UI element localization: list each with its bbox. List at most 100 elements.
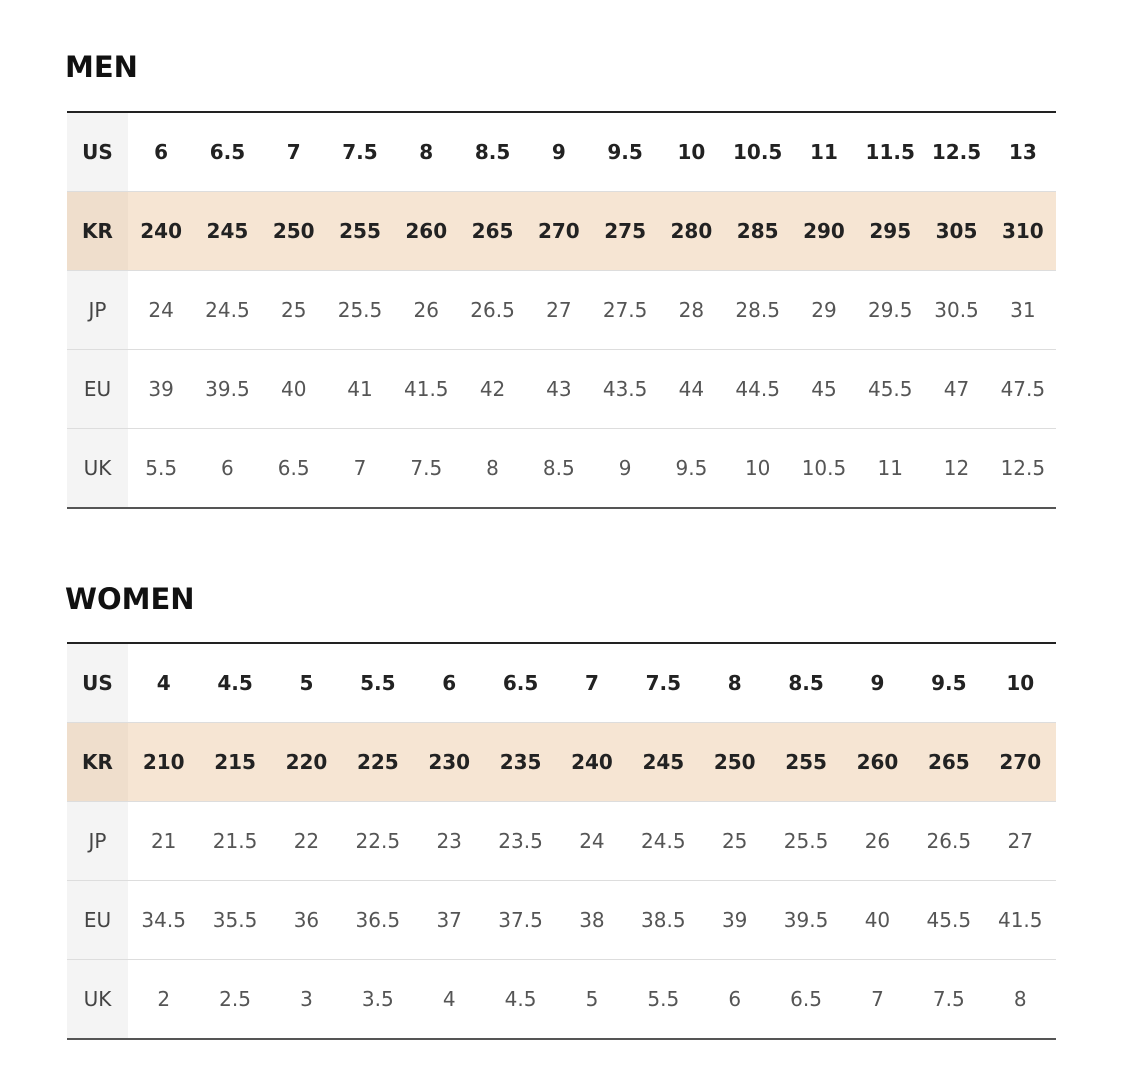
size-cell: 7.5	[627, 643, 699, 723]
size-cell: 270	[984, 722, 1056, 802]
size-cell: 25	[699, 801, 771, 881]
size-cell: 41	[326, 349, 394, 429]
size-cell: 265	[913, 722, 985, 802]
size-cell: 31	[989, 270, 1056, 350]
size-row-kr: KR 210 215 220 225 230 235 240 245 250 255 260 265 27…	[67, 722, 1056, 802]
size-cell: 8	[984, 959, 1056, 1040]
size-cell: 24.5	[194, 270, 261, 350]
size-cell: 38.5	[627, 880, 699, 960]
size-cell: 7	[556, 643, 628, 723]
size-cell: 6.5	[260, 428, 327, 509]
size-cell: 9	[591, 428, 659, 509]
size-cell: 245	[194, 191, 261, 271]
size-row-eu: EU 34.5 35.5 36 36.5 37 37.5 38 38.5 39 39.5 40 45.5…	[67, 880, 1056, 960]
size-cell: 23	[413, 801, 485, 881]
size-cell: 22.5	[342, 801, 414, 881]
size-cell: 21	[128, 801, 200, 881]
size-cell: 9	[525, 112, 592, 192]
size-cell: 4	[413, 959, 485, 1040]
size-cell: 24	[556, 801, 628, 881]
size-cell: 10.5	[790, 428, 858, 509]
size-cell: 2	[128, 959, 200, 1040]
size-row-kr: KR 240 245 250 255 260 265 270 275 280 285 290 295 30…	[67, 191, 1056, 271]
size-cell: 45	[790, 349, 858, 429]
size-cell: 27	[984, 801, 1056, 881]
women-size-table: US 4 4.5 5 5.5 6 6.5 7 7.5 8 8.5 9 9.5 10 KR 210 215 220 2…	[67, 642, 1056, 1040]
size-row-jp: JP 21 21.5 22 22.5 23 23.5 24 24.5 25 25.5 26 26.5 27	[67, 801, 1056, 881]
size-cell: 260	[841, 722, 914, 802]
size-cell: 26.5	[913, 801, 985, 881]
size-cell: 270	[525, 191, 592, 271]
size-cell: 45.5	[857, 349, 924, 429]
size-cell: 290	[790, 191, 858, 271]
size-cell: 13	[989, 112, 1056, 192]
size-cell: 29	[790, 270, 858, 350]
size-cell: 37	[413, 880, 485, 960]
size-cell: 21.5	[199, 801, 271, 881]
size-cell: 210	[128, 722, 200, 802]
row-label: US	[67, 112, 128, 192]
size-cell: 23.5	[484, 801, 557, 881]
size-cell: 4	[128, 643, 200, 723]
size-cell: 7.5	[393, 428, 460, 509]
size-cell: 27	[525, 270, 592, 350]
size-cell: 11	[790, 112, 858, 192]
size-cell: 44.5	[724, 349, 791, 429]
size-cell: 35.5	[199, 880, 271, 960]
size-cell: 47	[923, 349, 990, 429]
size-cell: 26	[393, 270, 460, 350]
size-cell: 285	[724, 191, 791, 271]
size-cell: 2.5	[199, 959, 271, 1040]
size-cell: 245	[627, 722, 699, 802]
size-row-us: US 6 6.5 7 7.5 8 8.5 9 9.5 10 10.5 11 11.5 12.5 13	[67, 112, 1056, 192]
size-cell: 37.5	[484, 880, 557, 960]
size-cell: 3	[270, 959, 343, 1040]
size-cell: 5	[270, 643, 343, 723]
size-cell: 8	[393, 112, 460, 192]
row-label: EU	[67, 880, 128, 960]
size-cell: 255	[770, 722, 842, 802]
size-row-us: US 4 4.5 5 5.5 6 6.5 7 7.5 8 8.5 9 9.5 10	[67, 643, 1056, 723]
row-label: JP	[67, 270, 128, 350]
size-cell: 240	[556, 722, 628, 802]
size-cell: 26.5	[459, 270, 526, 350]
size-cell: 9	[841, 643, 914, 723]
size-cell: 29.5	[857, 270, 924, 350]
size-cell: 12	[923, 428, 990, 509]
size-cell: 28.5	[724, 270, 791, 350]
size-cell: 235	[484, 722, 557, 802]
size-row-uk: UK 2 2.5 3 3.5 4 4.5 5 5.5 6 6.5 7 7.5 8	[67, 959, 1056, 1040]
size-cell: 6	[413, 643, 485, 723]
size-cell: 10.5	[724, 112, 791, 192]
size-cell: 39	[128, 349, 195, 429]
size-cell: 36	[270, 880, 343, 960]
size-cell: 34.5	[128, 880, 200, 960]
men-heading: MEN	[65, 50, 138, 84]
size-cell: 8.5	[770, 643, 842, 723]
size-cell: 41.5	[393, 349, 460, 429]
size-cell: 22	[270, 801, 343, 881]
size-cell: 7	[326, 428, 394, 509]
size-cell: 7.5	[913, 959, 985, 1040]
size-cell: 280	[658, 191, 725, 271]
size-cell: 10	[984, 643, 1056, 723]
size-cell: 220	[270, 722, 343, 802]
row-label: JP	[67, 801, 128, 881]
size-cell: 12.5	[989, 428, 1056, 509]
size-cell: 265	[459, 191, 526, 271]
size-cell: 5.5	[627, 959, 699, 1040]
row-label: KR	[67, 722, 128, 802]
size-cell: 310	[989, 191, 1056, 271]
women-heading: WOMEN	[65, 582, 195, 616]
size-cell: 25.5	[770, 801, 842, 881]
size-cell: 26	[841, 801, 914, 881]
size-cell: 40	[260, 349, 327, 429]
size-row-jp: JP 24 24.5 25 25.5 26 26.5 27 27.5 28 28.5 29 29.5 30…	[67, 270, 1056, 350]
size-cell: 43	[525, 349, 592, 429]
size-row-uk: UK 5.5 6 6.5 7 7.5 8 8.5 9 9.5 10 10.5 11 12 12.5	[67, 428, 1056, 509]
men-size-table: US 6 6.5 7 7.5 8 8.5 9 9.5 10 10.5 11 11.5 12.5 13 KR 24…	[67, 111, 1056, 509]
size-cell: 36.5	[342, 880, 414, 960]
size-cell: 12.5	[923, 112, 990, 192]
size-cell: 39.5	[770, 880, 842, 960]
size-cell: 3.5	[342, 959, 414, 1040]
